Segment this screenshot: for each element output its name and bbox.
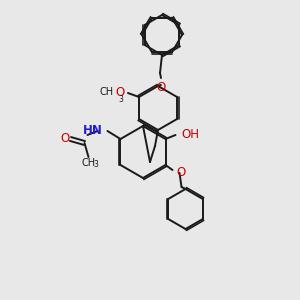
Text: OH: OH	[182, 128, 200, 142]
Text: O: O	[176, 167, 186, 179]
Text: CH: CH	[81, 158, 95, 168]
Text: O: O	[156, 81, 166, 94]
Text: 3: 3	[94, 160, 98, 169]
Text: O: O	[60, 133, 70, 146]
Text: 3: 3	[118, 95, 123, 104]
Text: O: O	[116, 85, 125, 98]
Text: HN: HN	[82, 124, 103, 136]
Text: CH: CH	[100, 87, 114, 97]
